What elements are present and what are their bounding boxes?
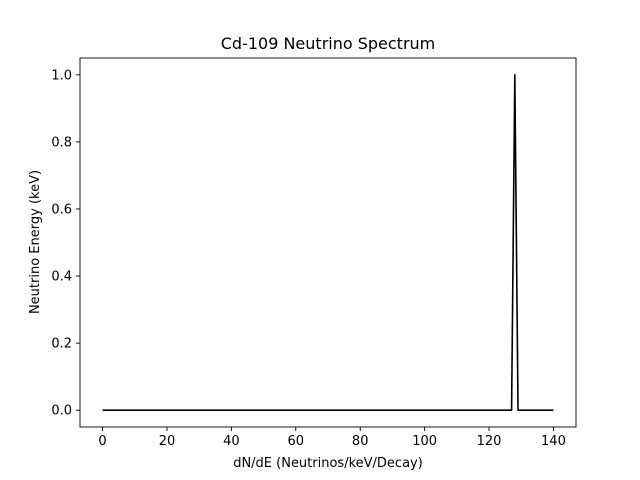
y-tick-label-1: 0.2 xyxy=(51,337,72,352)
x-tick-label-0: 0 xyxy=(98,434,106,449)
x-tick-label-3: 60 xyxy=(288,434,305,449)
y-tick-label-2: 0.4 xyxy=(51,270,72,285)
x-tick-label-1: 20 xyxy=(159,434,176,449)
x-tick-label-7: 140 xyxy=(541,434,566,449)
y-tick-label-3: 0.6 xyxy=(51,202,72,217)
chart-title: Cd-109 Neutrino Spectrum xyxy=(221,34,436,53)
x-axis-label: dN/dE (Neutrinos/keV/Decay) xyxy=(233,456,423,471)
y-tick-label-5: 1.0 xyxy=(51,68,72,83)
y-tick-label-4: 0.8 xyxy=(51,135,72,150)
x-tick-label-6: 120 xyxy=(477,434,502,449)
x-tick-label-4: 80 xyxy=(352,434,369,449)
series-line-0 xyxy=(102,73,554,412)
y-tick-label-0: 0.0 xyxy=(51,404,72,419)
plot-area: 0 20 40 60 80 100 120 140 0.0 0.2 0.4 0.6 0.8 1.0 xyxy=(51,57,577,449)
x-tick-label-5: 100 xyxy=(412,434,437,449)
x-tick-label-2: 40 xyxy=(223,434,240,449)
y-axis-label: Neutrino Energy (keV) xyxy=(28,170,43,314)
axes-frame xyxy=(79,57,577,428)
